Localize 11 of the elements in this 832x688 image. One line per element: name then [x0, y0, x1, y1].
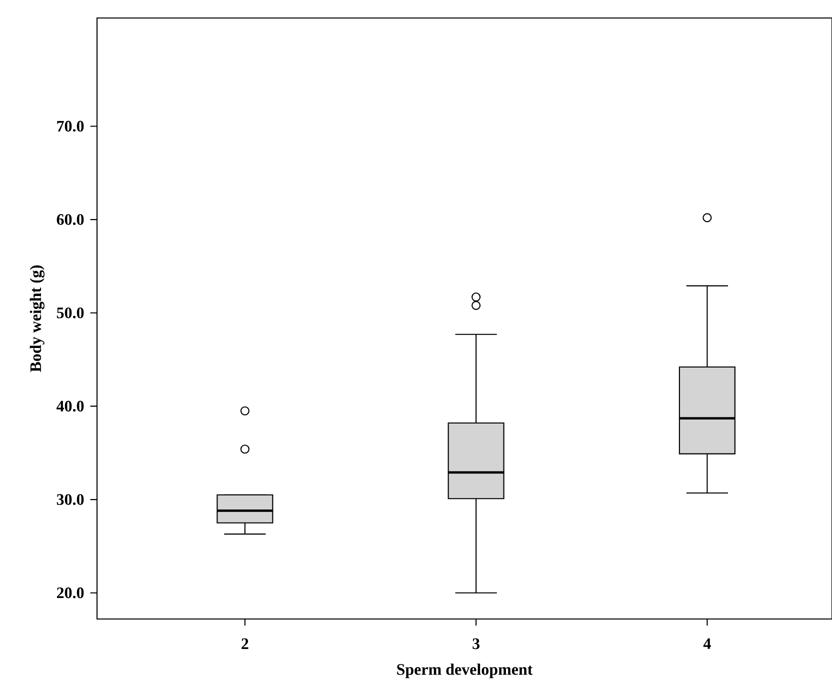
y-tick-label: 70.0 [57, 120, 84, 132]
y-tick-label: 30.0 [56, 494, 84, 505]
y-tick-label: 50.0 [56, 307, 84, 318]
y-tick-label: 60.0 [56, 214, 84, 226]
x-tick-label: 2 [242, 638, 248, 649]
x-tick-label: 3 [472, 638, 480, 650]
y-axis-title: Body weight (g) [30, 265, 44, 372]
x-axis-title: Sperm development [397, 664, 533, 678]
y-tick-label: 40.0 [56, 400, 84, 412]
y-tick-label: 20.0 [56, 587, 84, 598]
x-tick-label: 4 [703, 638, 711, 649]
